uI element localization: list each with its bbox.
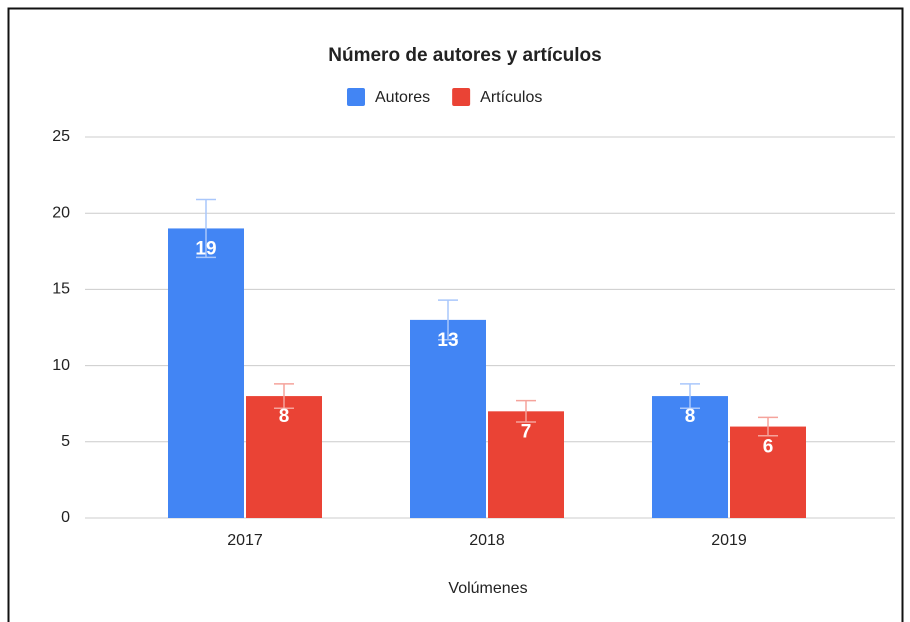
data-label: 8	[279, 406, 290, 427]
error-bar	[274, 383, 294, 410]
x-axis-label: Volúmenes	[448, 580, 527, 597]
data-label: 8	[685, 406, 696, 427]
bar	[410, 319, 486, 518]
x-tick-label: 2019	[711, 532, 747, 549]
y-tick-label: 20	[52, 204, 70, 221]
bar	[730, 426, 806, 518]
x-tick-label: 2017	[227, 532, 263, 549]
data-label: 6	[763, 437, 774, 458]
bar	[652, 396, 728, 518]
bar	[168, 228, 244, 518]
frame	[7, 7, 904, 622]
data-label: 19	[195, 238, 216, 259]
legend-label: Autores	[375, 89, 430, 106]
y-tick-label: 10	[52, 357, 70, 374]
legend-swatch	[452, 88, 471, 106]
y-tick-label: 15	[52, 281, 70, 298]
legend-swatch	[347, 88, 365, 106]
error-bar	[196, 198, 216, 259]
error-bar	[438, 299, 458, 341]
x-tick-label: 2018	[469, 532, 505, 549]
chart-title: Número de autores y artículos	[328, 45, 601, 66]
legend-label: Artículos	[480, 89, 542, 106]
error-bar	[758, 416, 778, 437]
bar	[246, 396, 322, 518]
data-label: 7	[521, 421, 532, 442]
data-label: 13	[437, 330, 458, 351]
y-tick-label: 0	[61, 509, 70, 526]
y-tick-label: 5	[61, 433, 70, 450]
error-bar	[680, 383, 700, 410]
y-tick-label: 25	[52, 128, 70, 145]
bar	[488, 411, 564, 518]
error-bar	[516, 399, 536, 423]
